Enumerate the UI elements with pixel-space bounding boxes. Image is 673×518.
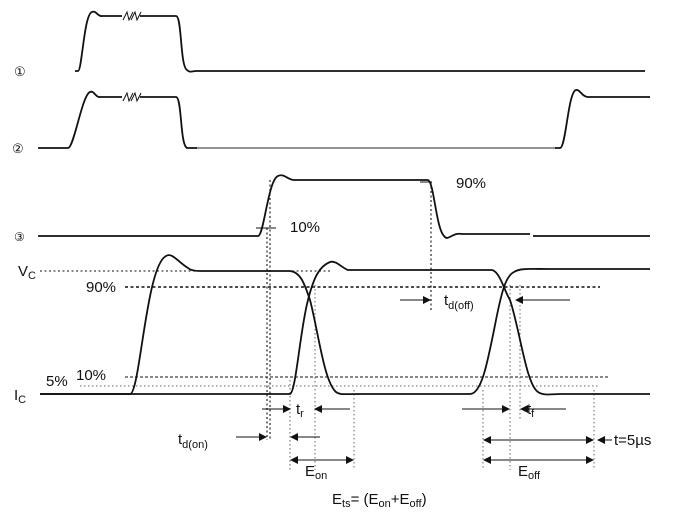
signal-1-label: ① bbox=[14, 64, 26, 79]
gate-90-percent-label: 90% bbox=[456, 175, 486, 192]
ic-label-main: I bbox=[14, 387, 18, 404]
waveform-ic: IC 5% 10% bbox=[14, 260, 650, 406]
formula-on-sub: on bbox=[379, 498, 391, 510]
vc-label-main: V bbox=[18, 263, 28, 280]
td-on-label: td(on) bbox=[178, 431, 208, 451]
waveform-1: ① bbox=[14, 10, 645, 79]
reference-lines bbox=[40, 180, 610, 470]
formula-off-sub: off bbox=[410, 498, 423, 510]
tr-sub: r bbox=[300, 408, 304, 420]
eoff-label: Eoff bbox=[518, 463, 541, 482]
eon-label: Eon bbox=[305, 463, 327, 482]
ic-5-percent-label: 5% bbox=[46, 373, 68, 390]
formula-part-1: = (E bbox=[351, 491, 379, 508]
tr-main: t bbox=[296, 401, 301, 418]
eoff-sub: off bbox=[528, 470, 541, 482]
eon-sub: on bbox=[315, 470, 327, 482]
signal-3-label: ③ bbox=[14, 230, 25, 244]
td-on-main: t bbox=[178, 431, 183, 448]
tf-main: t bbox=[527, 401, 532, 418]
td-off-main: t bbox=[444, 292, 449, 309]
td-on-sub: d(on) bbox=[182, 439, 208, 451]
ic-label-sub: C bbox=[18, 394, 26, 406]
tr-label: tr bbox=[296, 401, 304, 420]
waveform-2: ② bbox=[12, 89, 650, 156]
gate-10-percent-label: 10% bbox=[290, 219, 320, 236]
t5-label: t=5µs bbox=[614, 432, 651, 449]
signal-2-label: ② bbox=[12, 141, 24, 156]
waveform-vc: VC 90% bbox=[18, 254, 650, 396]
vc-label-sub: C bbox=[28, 270, 36, 282]
eoff-main: E bbox=[518, 463, 528, 480]
ets-main: E bbox=[332, 491, 342, 508]
td-off-label: td(off) bbox=[444, 292, 474, 312]
ic-label: IC bbox=[14, 387, 26, 406]
vc-90-percent-label: 90% bbox=[86, 279, 116, 296]
tf-sub: f bbox=[531, 408, 535, 420]
timing-annotations: td(off) tr tf td(on) Eon bbox=[178, 292, 651, 482]
ets-sub: ts bbox=[342, 498, 351, 510]
formula-part-2: +E bbox=[391, 491, 410, 508]
waveform-3: ③ 90% 10% bbox=[14, 174, 650, 244]
tf-label: tf bbox=[527, 401, 535, 420]
vc-label: VC bbox=[18, 263, 36, 282]
td-off-sub: d(off) bbox=[448, 300, 473, 312]
energy-formula: Ets= (Eon+Eoff) bbox=[332, 491, 427, 510]
ic-10-percent-label: 10% bbox=[76, 367, 106, 384]
formula-part-3: ) bbox=[422, 491, 427, 508]
eon-main: E bbox=[305, 463, 315, 480]
